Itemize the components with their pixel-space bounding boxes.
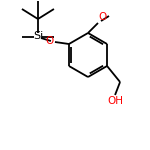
Text: O: O	[99, 12, 107, 22]
Text: OH: OH	[107, 96, 123, 106]
Text: O: O	[46, 36, 54, 46]
Text: Si: Si	[33, 31, 43, 41]
